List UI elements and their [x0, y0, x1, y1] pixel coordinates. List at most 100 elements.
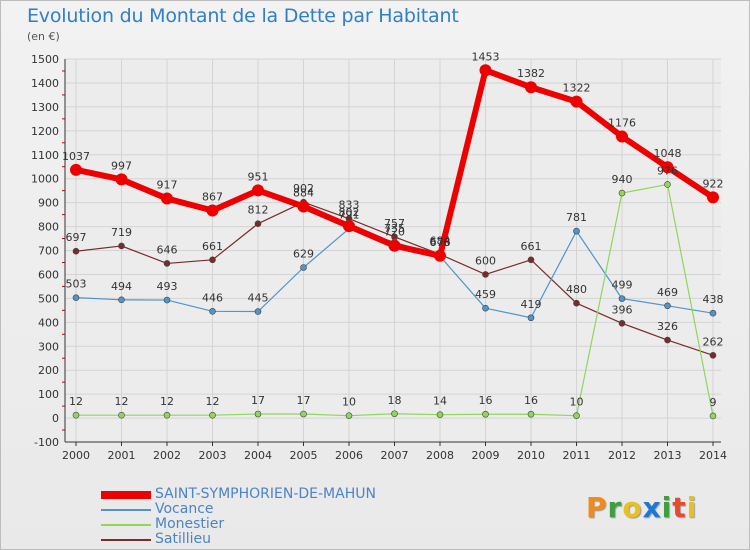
y-tick-label: 1400 [31, 77, 59, 90]
logo-letter: i [661, 491, 673, 524]
logo-letter: i [686, 491, 698, 524]
data-label: 9 [710, 396, 717, 409]
data-label: 12 [206, 395, 220, 408]
data-point [573, 227, 580, 235]
y-tick-label: 1200 [31, 125, 59, 138]
legend-item: Satillieu [101, 532, 376, 547]
y-tick-label: 900 [38, 197, 59, 210]
y-tick-label: 600 [38, 268, 59, 281]
data-point [163, 260, 171, 267]
data-point [618, 189, 626, 197]
y-tick-label: 1500 [31, 53, 59, 66]
y-tick-label: 1300 [31, 101, 59, 114]
data-point [709, 412, 717, 420]
x-tick-label: 2005 [290, 449, 318, 462]
data-point [388, 239, 401, 252]
data-point [161, 192, 173, 205]
data-label: 902 [293, 182, 314, 195]
data-label: 833 [339, 199, 360, 212]
legend-label: Vocance [155, 501, 214, 517]
logo-letter: r [607, 491, 623, 524]
x-tick-label: 2004 [244, 449, 272, 462]
data-label: 446 [202, 291, 223, 304]
data-label: 469 [657, 286, 678, 299]
data-label: 646 [157, 243, 178, 256]
legend-swatch [101, 490, 151, 499]
data-point [573, 412, 580, 419]
data-point [570, 95, 583, 108]
data-point [252, 184, 264, 197]
x-tick-label: 2012 [608, 449, 636, 462]
logo-letter: t [672, 491, 687, 524]
data-point [163, 296, 171, 304]
data-label: 951 [248, 170, 269, 183]
data-label: 17 [297, 394, 311, 407]
data-point [254, 410, 262, 418]
data-label: 1037 [62, 150, 90, 163]
legend-swatch [101, 523, 151, 526]
data-point [300, 410, 307, 418]
data-point [209, 411, 216, 419]
y-tick-label: 300 [38, 340, 59, 353]
data-point [206, 204, 219, 217]
data-point [661, 161, 674, 174]
data-label: 720 [384, 226, 405, 239]
data-label: 997 [111, 159, 132, 172]
data-label: 802 [339, 206, 360, 219]
x-tick-label: 2007 [381, 449, 409, 462]
y-tick-label: 700 [38, 245, 59, 258]
data-label: 661 [521, 240, 542, 253]
data-point [70, 163, 82, 176]
data-label: 1048 [654, 147, 682, 160]
y-tick-label: 800 [38, 221, 59, 234]
x-tick-label: 2011 [563, 449, 591, 462]
data-label: 1382 [517, 67, 545, 80]
data-point [436, 411, 444, 419]
data-label: 499 [612, 279, 633, 292]
data-point [707, 191, 719, 204]
data-label: 494 [111, 280, 132, 293]
y-tick-label: -100 [34, 436, 59, 449]
data-label: 781 [566, 211, 587, 224]
data-label: 18 [388, 394, 402, 407]
legend-label: Satillieu [155, 531, 211, 547]
data-point [527, 410, 535, 418]
y-tick-label: 1100 [31, 149, 59, 162]
data-point [72, 247, 80, 255]
data-point [254, 308, 262, 315]
data-point [118, 411, 125, 419]
data-label: 600 [475, 254, 496, 267]
legend-swatch [101, 508, 151, 511]
legend-item: Vocance [101, 502, 376, 517]
data-point [72, 411, 80, 419]
data-label: 396 [612, 303, 633, 316]
data-point [300, 264, 307, 271]
legend: SAINT-SYMPHORIEN-DE-MAHUN Vocance Monestie… [101, 487, 376, 547]
x-tick-label: 2006 [335, 449, 363, 462]
data-label: 445 [248, 292, 269, 305]
data-point [391, 410, 398, 418]
data-label: 678 [430, 236, 451, 249]
data-label: 719 [111, 226, 132, 239]
y-tick-label: 200 [38, 364, 59, 377]
chart-subtitle: (en €) [27, 30, 60, 43]
data-point [709, 309, 717, 317]
data-point [254, 220, 262, 227]
data-label: 940 [612, 173, 633, 186]
data-point [573, 299, 580, 307]
data-label: 12 [115, 395, 129, 408]
data-label: 661 [202, 240, 223, 253]
data-point [343, 220, 355, 233]
data-point [209, 308, 216, 315]
data-label: 12 [160, 395, 174, 408]
data-point [72, 294, 80, 301]
legend-swatch [101, 538, 151, 541]
data-point [527, 256, 535, 264]
x-tick-label: 2013 [654, 449, 682, 462]
data-point [482, 304, 489, 312]
data-label: 697 [66, 231, 87, 244]
data-point [709, 352, 717, 359]
legend-label: SAINT-SYMPHORIEN-DE-MAHUN [155, 486, 376, 502]
